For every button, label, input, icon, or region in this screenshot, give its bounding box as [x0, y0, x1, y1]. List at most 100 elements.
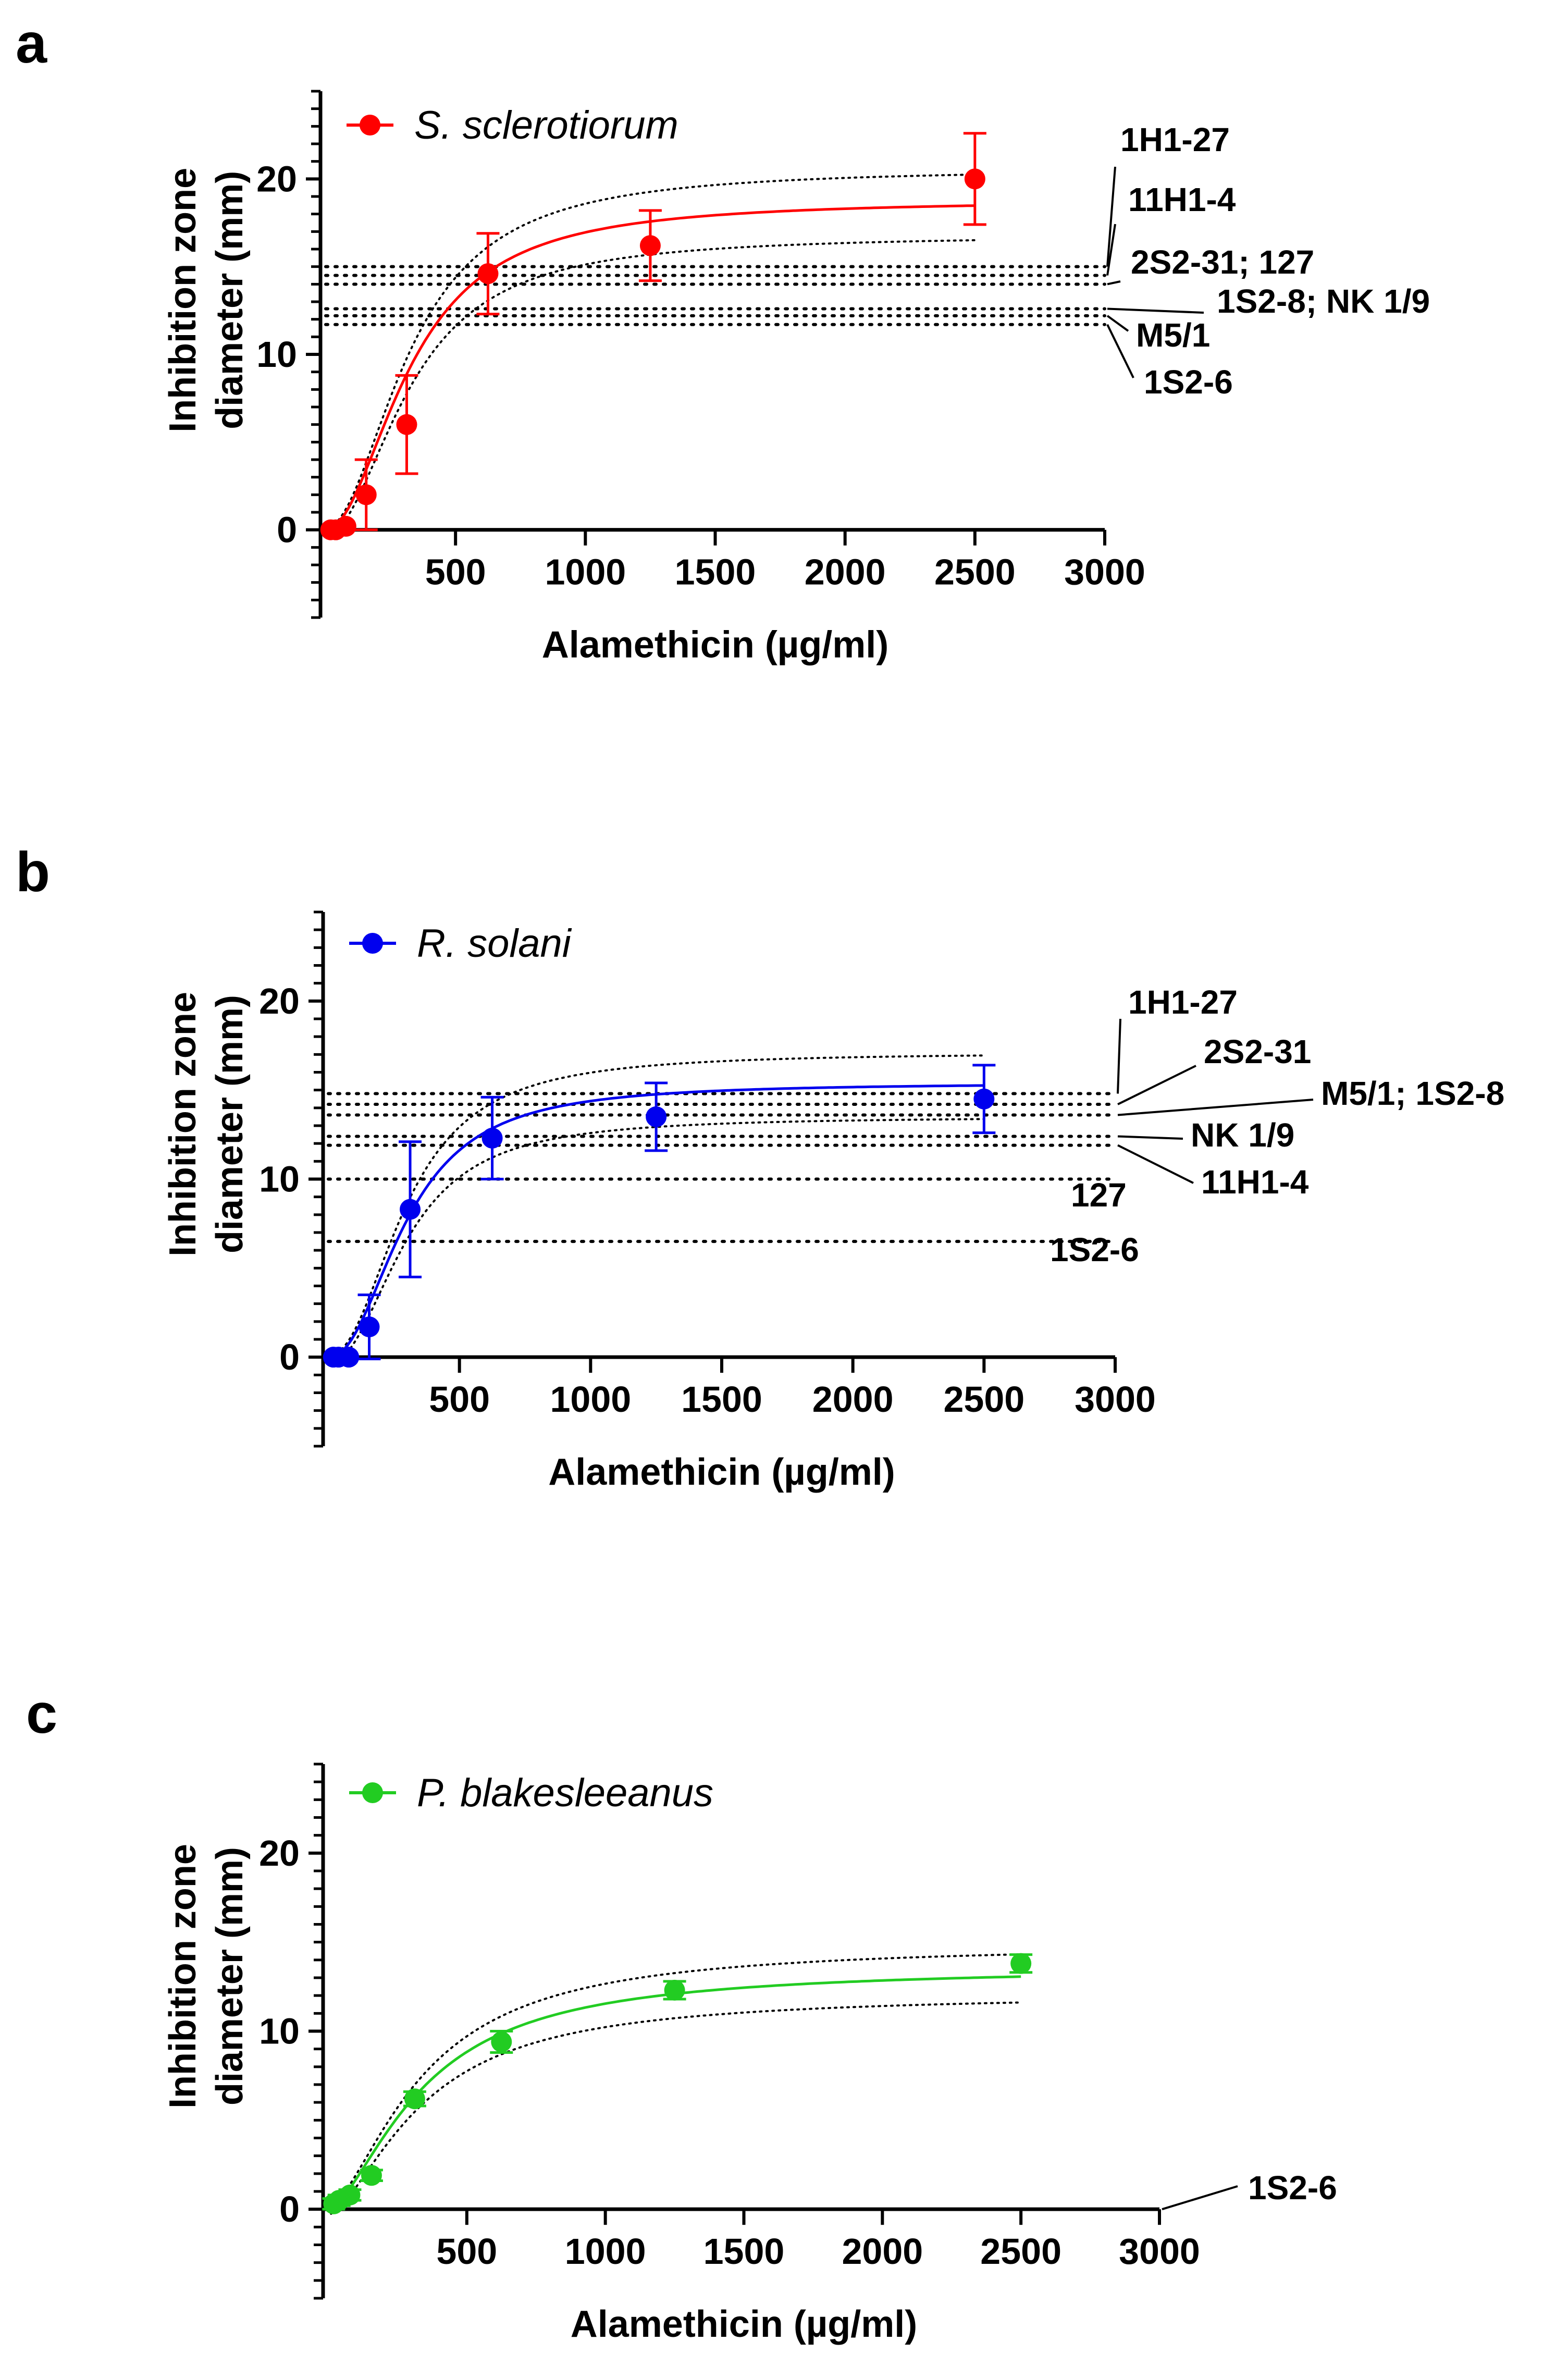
fit-curve: [330, 1975, 1021, 2210]
x-tick-label: 500: [425, 552, 486, 593]
chart-panel-c: c 0 10 20 500 1000 1500 2000 2500 3000 Alamethicin…: [26, 1682, 1337, 2345]
reference-label: 1S2-6: [1248, 2169, 1337, 2207]
reference-leader-line: [1107, 307, 1204, 314]
fit-curve: [330, 1084, 984, 1359]
data-point: [396, 414, 417, 435]
confidence-band-upper: [327, 174, 976, 529]
reference-leader-line: [1117, 1065, 1196, 1105]
reference-label: 11H1-4: [1201, 1163, 1309, 1201]
data-point: [1010, 1953, 1032, 1974]
reference-label: 1S2-8; NK 1/9: [1217, 282, 1430, 320]
data-point: [335, 515, 356, 537]
reference-leader-line: [1162, 2185, 1238, 2211]
x-tick-label: 500: [429, 1379, 490, 1420]
data-point: [355, 484, 377, 506]
data-point: [973, 1088, 995, 1110]
y-axis-title-line: diameter (mm): [209, 1847, 251, 2105]
data-point: [481, 1127, 503, 1149]
x-tick-label: 2500: [943, 1379, 1024, 1420]
chart-panel-b: b 0 10 20 500 1000 1500 2000 2500 3000 Alamethicin…: [16, 840, 1504, 1493]
confidence-band-lower: [330, 2001, 1022, 2215]
x-tick-label: 3000: [1064, 552, 1145, 593]
reference-leader-line: [1106, 324, 1134, 378]
y-axis-title: Inhibition zone diameter (mm): [162, 168, 251, 433]
y-tick-label: 0: [277, 510, 297, 550]
y-tick-label: 0: [279, 2189, 300, 2229]
x-tick-label: 3000: [1119, 2231, 1200, 2272]
chart-panel-a: a 0 10 20 500 1000 1500 2000 2500 3000 Alamethicin…: [16, 11, 1430, 666]
data-point: [361, 2165, 382, 2186]
x-tick-label: 1000: [565, 2231, 646, 2272]
reference-leader-line: [1117, 1099, 1314, 1116]
data-point: [664, 1979, 685, 2001]
reference-label: M5/1; 1S2-8: [1321, 1075, 1504, 1112]
confidence-band-upper: [330, 1054, 985, 1357]
y-axis-title-line: Inhibition zone: [162, 168, 204, 433]
confidence-band-upper: [330, 1953, 1022, 2208]
data-point: [359, 1316, 380, 1338]
data-point: [338, 1347, 360, 1368]
data-point: [639, 235, 661, 256]
x-tick-label: 1000: [550, 1379, 631, 1420]
x-axis-title: Alamethicin (µg/ml): [542, 624, 889, 666]
y-tick-label: 20: [259, 1833, 300, 1874]
reference-leader-line: [1106, 224, 1116, 276]
reference-leader-line: [1107, 280, 1121, 286]
x-tick-label: 3000: [1075, 1379, 1156, 1420]
reference-label: 2S2-31: [1204, 1033, 1311, 1070]
x-tick-label: 2500: [934, 552, 1016, 593]
legend-label: R. solani: [417, 921, 572, 966]
x-tick-label: 1000: [545, 552, 626, 593]
reference-leader-line: [1117, 1018, 1121, 1094]
reference-label: 1S2-6: [1144, 363, 1233, 401]
reference-label: M5/1: [1136, 316, 1210, 354]
reference-leader-line: [1117, 1135, 1183, 1140]
x-tick-label: 2000: [805, 552, 886, 593]
x-axis-title: Alamethicin (µg/ml): [571, 2303, 918, 2345]
reference-label: 1H1-27: [1120, 121, 1230, 158]
x-tick-label: 1500: [703, 2231, 785, 2272]
legend-marker: [362, 933, 383, 954]
confidence-band-lower: [327, 239, 976, 536]
data-point: [477, 263, 499, 285]
y-tick-label: 20: [256, 158, 297, 199]
reference-label: 2S2-31; 127: [1131, 243, 1314, 281]
reference-label: 127: [1071, 1176, 1127, 1214]
x-tick-label: 500: [436, 2231, 497, 2272]
panel-letter: c: [26, 1682, 57, 1745]
x-tick-label: 1500: [675, 552, 756, 593]
reference-label: 1H1-27: [1128, 983, 1238, 1021]
x-tick-label: 2500: [980, 2231, 1061, 2272]
y-tick-label: 20: [259, 981, 300, 1021]
y-axis-title-line: Inhibition zone: [162, 1844, 204, 2109]
reference-label: 11H1-4: [1128, 181, 1236, 218]
legend-marker: [360, 115, 380, 135]
y-axis-title: Inhibition zone diameter (mm): [162, 1844, 251, 2109]
y-tick-label: 10: [256, 334, 297, 375]
panel-letter: a: [16, 11, 47, 75]
x-tick-label: 2000: [842, 2231, 923, 2272]
legend-label: S. sclerotiorum: [414, 103, 678, 147]
reference-label: NK 1/9: [1191, 1116, 1294, 1154]
x-axis-title: Alamethicin (µg/ml): [548, 1451, 895, 1493]
y-axis-title-line: diameter (mm): [209, 171, 251, 429]
y-tick-label: 0: [279, 1337, 300, 1377]
legend-marker: [362, 1782, 383, 1803]
y-tick-label: 10: [259, 1159, 300, 1200]
y-tick-label: 10: [259, 2011, 300, 2052]
data-point: [964, 168, 985, 190]
panel-letter: b: [16, 840, 50, 903]
y-axis-title-line: Inhibition zone: [162, 992, 204, 1256]
x-tick-label: 1500: [681, 1379, 762, 1420]
reference-leader-line: [1106, 315, 1129, 332]
data-point: [491, 2031, 512, 2052]
x-tick-label: 2000: [812, 1379, 894, 1420]
data-point: [646, 1106, 667, 1127]
y-axis-title-line: diameter (mm): [209, 995, 251, 1253]
y-axis-title: Inhibition zone diameter (mm): [162, 992, 251, 1256]
reference-leader-line: [1106, 166, 1116, 267]
data-point: [339, 2184, 361, 2205]
legend-label: P. blakesleeanus: [417, 1771, 713, 1815]
data-point: [404, 2088, 425, 2110]
